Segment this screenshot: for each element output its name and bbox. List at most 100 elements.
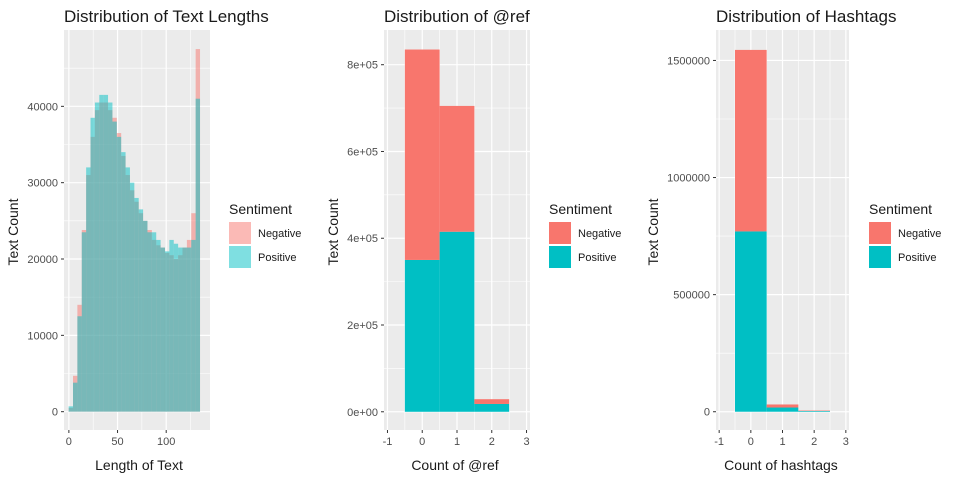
bar-positive xyxy=(121,152,126,412)
axes: -1 0 1 2 3 0 500000 1000000 1500000 xyxy=(667,55,849,448)
x-axis-title: Count of @ref xyxy=(411,457,498,473)
y-tick-label: 6e+05 xyxy=(347,146,378,158)
hashtag-count-chart: -1 0 1 2 3 0 500000 1000000 1500000 Distribution… xyxy=(645,7,941,473)
y-axis-title: Text Count xyxy=(645,198,661,265)
y-tick-label: 30000 xyxy=(27,178,58,190)
y-tick-label: 8e+05 xyxy=(347,60,378,72)
chart-title: Distribution of Hashtags xyxy=(716,7,896,26)
bar-negative xyxy=(474,399,510,404)
bar-positive xyxy=(99,94,104,412)
x-tick-label: 0 xyxy=(748,436,754,448)
legend-key-negative xyxy=(549,222,571,244)
bar-positive xyxy=(90,117,95,412)
bar-positive xyxy=(151,232,157,412)
axes: 0 50 100 0 10000 20000 30000 40000 xyxy=(27,101,175,448)
y-tick-label: 0e+00 xyxy=(347,407,378,419)
legend-label-positive: Positive xyxy=(578,252,617,264)
legend: Sentiment Negative Positive xyxy=(229,201,301,268)
y-tick-label: 1500000 xyxy=(667,55,710,67)
bar-positive xyxy=(125,167,130,412)
bar-positive xyxy=(77,316,82,412)
bar-positive xyxy=(108,102,113,412)
bar-negative xyxy=(439,105,475,232)
x-tick-label: 1 xyxy=(454,436,460,448)
legend-label-negative: Negative xyxy=(578,228,621,240)
bar-positive xyxy=(766,407,799,412)
bar-positive xyxy=(439,231,475,412)
chart-title: Distribution of Text Lengths xyxy=(64,7,269,26)
bar-positive xyxy=(143,220,148,412)
x-tick-label: -1 xyxy=(714,436,724,448)
legend-title: Sentiment xyxy=(549,201,612,217)
y-tick-label: 0 xyxy=(704,407,710,419)
legend-key-negative xyxy=(869,222,891,244)
x-tick-label: 2 xyxy=(811,436,817,448)
bar-positive xyxy=(129,182,135,412)
legend-label-positive: Positive xyxy=(258,252,297,264)
legend-key-negative xyxy=(229,222,251,244)
y-tick-label: 0 xyxy=(52,407,58,419)
plot-area xyxy=(384,30,530,430)
y-tick-label: 10000 xyxy=(27,330,58,342)
bar-positive xyxy=(94,102,100,412)
y-tick-label: 2e+05 xyxy=(347,320,378,332)
bar-positive xyxy=(112,121,117,412)
legend-key-positive xyxy=(229,246,251,268)
x-tick-label: 1 xyxy=(779,436,785,448)
legend: Sentiment Negative Positive xyxy=(549,201,621,268)
x-axis-title: Length of Text xyxy=(95,457,183,473)
bar-positive xyxy=(103,94,109,412)
text-length-chart: 0 50 100 0 10000 20000 30000 40000 Distribution… xyxy=(5,7,301,473)
ref-count-chart: -1 0 1 2 3 0e+00 2e+05 4e+05 6e+05 8e+05 Distribu… xyxy=(325,7,621,473)
bar-positive xyxy=(798,411,830,412)
y-tick-label: 4e+05 xyxy=(347,233,378,245)
bar-positive xyxy=(134,197,139,412)
bar-positive xyxy=(178,247,183,412)
legend-key-positive xyxy=(549,246,571,268)
x-tick-label: 3 xyxy=(843,436,849,448)
bar-positive xyxy=(182,247,187,412)
bar-positive xyxy=(68,406,74,412)
bar-positive xyxy=(160,247,165,412)
x-tick-label: 3 xyxy=(523,436,529,448)
bar-negative xyxy=(735,49,767,232)
bar-positive xyxy=(186,247,192,412)
y-tick-label: 20000 xyxy=(27,254,58,266)
bar-positive xyxy=(116,136,122,412)
bar-positive xyxy=(195,98,201,412)
legend-label-negative: Negative xyxy=(258,228,301,240)
x-tick-label: 100 xyxy=(157,436,175,448)
x-tick-label: -1 xyxy=(383,436,393,448)
legend-label-negative: Negative xyxy=(898,228,941,240)
bar-positive xyxy=(156,239,161,412)
bar-positive xyxy=(147,232,152,412)
bar-positive xyxy=(164,251,170,412)
y-tick-label: 40000 xyxy=(27,101,58,113)
y-axis-title: Text Count xyxy=(5,198,21,265)
bar-positive xyxy=(404,259,440,412)
x-tick-label: 2 xyxy=(489,436,495,448)
x-tick-label: 0 xyxy=(419,436,425,448)
chart-title: Distribution of @ref xyxy=(384,7,530,26)
bar-positive xyxy=(173,243,179,412)
bar-positive xyxy=(73,382,78,412)
bar-positive xyxy=(86,167,91,412)
plot-area xyxy=(64,30,210,430)
bar-positive xyxy=(81,232,87,412)
legend-title: Sentiment xyxy=(229,201,292,217)
bar-positive xyxy=(735,231,767,412)
bar-positive xyxy=(191,239,196,412)
y-tick-label: 500000 xyxy=(673,290,710,302)
bar-positive xyxy=(474,403,510,412)
plot-area xyxy=(716,30,849,430)
axes: -1 0 1 2 3 0e+00 2e+05 4e+05 6e+05 8e+05 xyxy=(347,60,529,448)
y-axis-title: Text Count xyxy=(325,198,341,265)
y-tick-label: 1000000 xyxy=(667,173,710,185)
bar-negative xyxy=(404,49,440,260)
bar-positive xyxy=(169,239,174,412)
bar-negative xyxy=(766,404,799,408)
x-tick-label: 50 xyxy=(111,436,123,448)
legend-key-positive xyxy=(869,246,891,268)
x-axis-title: Count of hashtags xyxy=(724,457,838,473)
